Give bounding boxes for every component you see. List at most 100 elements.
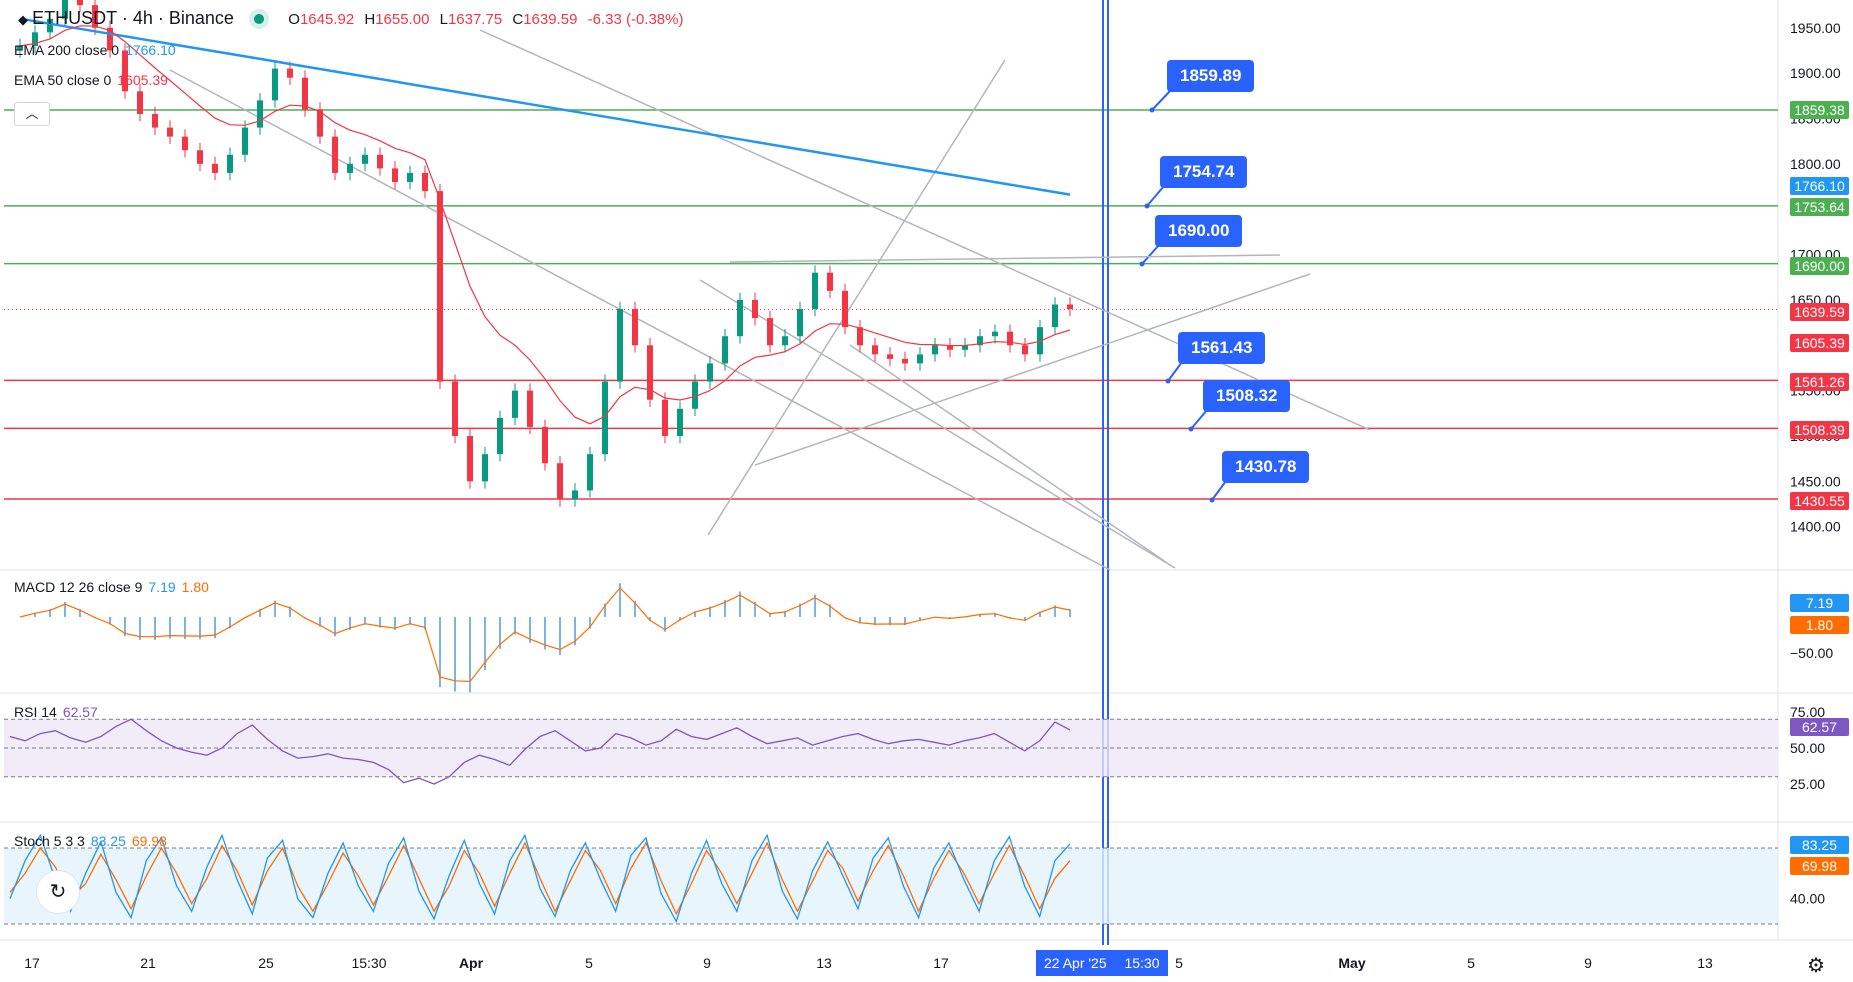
candle-body	[242, 127, 248, 155]
candle-body	[782, 336, 788, 346]
callout-1508[interactable]: 1508.32	[1203, 380, 1291, 412]
high-value: 1655.00	[375, 11, 430, 28]
crosshair-time: 15:30	[1124, 955, 1160, 971]
time-axis-tick: 13	[1697, 955, 1713, 971]
candle-body	[137, 91, 143, 114]
candle-body	[872, 345, 878, 355]
ema50-legend[interactable]: EMA 50 close 0 1605.39	[14, 72, 168, 88]
callout-1430[interactable]: 1430.78	[1222, 451, 1310, 483]
candle-body	[677, 408, 683, 437]
stoch-value-2: 69.98	[131, 833, 167, 849]
callout-pointer	[1151, 89, 1172, 111]
stoch-tag-2: 69.98	[1790, 857, 1849, 875]
candle-body	[707, 363, 713, 382]
macd-legend[interactable]: MACD 12 26 close 9 7.19 1.80	[14, 579, 209, 595]
low-label: L	[439, 11, 448, 28]
candle-body	[512, 390, 518, 418]
price-axis: 1950.001900.001850.001800.001700.001650.…	[1790, 20, 1841, 907]
trendline	[754, 273, 1311, 466]
macd-tag-2: 1.80	[1790, 616, 1849, 634]
price-tag-1508: 1508.39	[1790, 421, 1849, 439]
ema50-line	[19, 25, 1071, 425]
candle-body	[1052, 304, 1058, 328]
candle-body	[842, 290, 848, 328]
macd-pane	[19, 583, 1071, 693]
candle-body	[1007, 331, 1013, 346]
candle-body	[392, 168, 398, 183]
stoch-legend[interactable]: Stoch 5 3 3 83.25 69.98	[14, 833, 167, 849]
price-axis-tick: 1400.00	[1790, 519, 1841, 535]
collapse-legend-button[interactable]: ︿	[14, 102, 50, 126]
chevron-up-icon: ︿	[25, 106, 39, 121]
callout-1754[interactable]: 1754.74	[1160, 156, 1248, 188]
candle-body	[77, 0, 83, 6]
candlestick-series	[17, 0, 1073, 507]
time-axis-tick: 15:30	[351, 955, 386, 971]
symbol-title[interactable]: ETHUSDT · 4h · Binance	[32, 8, 234, 28]
callout-anchor	[1188, 426, 1194, 432]
callout-anchor	[1139, 261, 1145, 267]
candle-body	[632, 309, 638, 346]
time-axis-tick: 25	[258, 955, 274, 971]
candle-body	[542, 426, 548, 464]
time-axis-tick: 13	[816, 955, 832, 971]
candle-body	[962, 345, 968, 350]
candle-body	[722, 336, 728, 364]
candle-body	[227, 154, 233, 173]
candle-body	[857, 327, 863, 346]
price-tag-ema200: 1766.10	[1790, 177, 1849, 195]
horizontal-levels	[4, 0, 1778, 945]
candle-body	[347, 163, 353, 173]
stoch-axis-tick: 40.00	[1790, 891, 1825, 907]
candle-body	[752, 299, 758, 319]
ethereum-icon: ◆	[18, 12, 28, 27]
callout-1859[interactable]: 1859.89	[1167, 60, 1255, 92]
time-axis-tick: 5	[1467, 955, 1475, 971]
candle-body	[482, 454, 488, 482]
time-axis-tick: May	[1338, 955, 1365, 971]
rsi-axis-tick: 25.00	[1790, 776, 1825, 792]
candle-body	[452, 381, 458, 437]
candle-body	[317, 109, 323, 137]
ema-lines	[19, 17, 1071, 425]
candle-body	[407, 172, 413, 183]
rsi-line	[9, 718, 1071, 785]
rsi-axis-tick: 50.00	[1790, 740, 1825, 756]
callout-1690[interactable]: 1690.00	[1155, 215, 1243, 247]
candle-body	[422, 172, 428, 192]
candle-body	[257, 100, 263, 128]
macd-signal-line	[19, 587, 1071, 683]
price-tag-1859: 1859.38	[1790, 101, 1849, 119]
candle-body	[377, 154, 383, 169]
replay-icon[interactable]: ↻	[36, 870, 80, 914]
ema200-line	[19, 17, 1071, 196]
rsi-legend[interactable]: RSI 14 62.57	[14, 704, 98, 720]
candle-body	[602, 381, 608, 455]
macd-value-1: 7.19	[148, 579, 176, 595]
candle-body	[572, 490, 578, 500]
callout-1561[interactable]: 1561.43	[1178, 332, 1266, 364]
gear-icon[interactable]: ⚙	[1807, 955, 1825, 977]
trendline	[699, 279, 1176, 569]
callout-anchor	[1149, 107, 1155, 113]
ema200-value: 1766.10	[125, 42, 176, 58]
price-tag-1430: 1430.55	[1790, 492, 1849, 510]
crosshair-time-badge: 22 Apr '25 15:30	[1036, 950, 1168, 976]
low-value: 1637.75	[447, 11, 503, 28]
stoch-label: Stoch 5 3 3	[14, 833, 85, 849]
price-tag-ema50: 1605.39	[1790, 334, 1849, 352]
ema200-legend[interactable]: EMA 200 close 0 1766.10	[14, 42, 176, 58]
time-axis-tick: 21	[140, 955, 156, 971]
rsi-pane	[4, 718, 1778, 785]
candle-body	[362, 154, 368, 164]
callout-pointer	[1167, 361, 1183, 382]
candle-body	[692, 381, 698, 409]
trendlines	[169, 29, 1371, 571]
candle-body	[887, 354, 893, 359]
time-axis-tick: 5	[1175, 955, 1183, 971]
candle-body	[917, 354, 923, 364]
candle-body	[827, 272, 833, 291]
candle-body	[167, 127, 173, 137]
candle-body	[182, 136, 188, 151]
